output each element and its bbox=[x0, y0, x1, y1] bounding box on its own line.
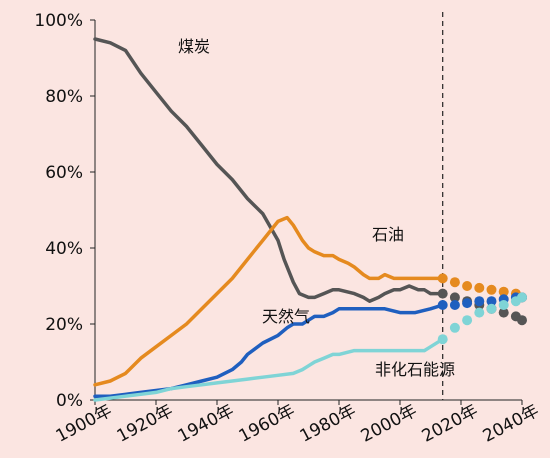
projection-point bbox=[486, 303, 497, 314]
projection-point bbox=[498, 307, 509, 318]
y-tick-labels: 0% 20% 40% 60% 80% 100% bbox=[34, 11, 95, 411]
series-label: 非化石能源 bbox=[375, 360, 455, 379]
projection-point bbox=[462, 298, 473, 309]
projection-point bbox=[437, 288, 448, 299]
projection-point bbox=[486, 284, 497, 295]
projection-point bbox=[449, 277, 460, 288]
projection-point bbox=[486, 296, 497, 307]
axes bbox=[94, 20, 522, 401]
projection-point bbox=[474, 282, 485, 293]
y-tick-label: 100% bbox=[34, 11, 83, 31]
x-tick-label: 1940年 bbox=[175, 401, 238, 447]
projection-point bbox=[437, 334, 448, 345]
series-line bbox=[93, 337, 445, 402]
series-line bbox=[93, 215, 445, 387]
projection-point bbox=[437, 273, 448, 284]
projection-point bbox=[437, 300, 448, 310]
projection-point bbox=[449, 292, 460, 303]
x-tick-label: 2000年 bbox=[358, 401, 421, 447]
projection-point bbox=[449, 322, 460, 333]
y-tick-label: 80% bbox=[45, 87, 83, 107]
series-label: 天然气 bbox=[262, 307, 310, 326]
projection-point bbox=[517, 292, 527, 303]
y-tick-label: 0% bbox=[56, 391, 83, 411]
x-tick-label: 1980年 bbox=[297, 401, 360, 447]
x-tick-label: 1960年 bbox=[236, 401, 299, 447]
projection-point bbox=[462, 315, 473, 326]
projection-point bbox=[498, 286, 509, 297]
series-line bbox=[93, 37, 445, 303]
y-tick-label: 20% bbox=[45, 315, 83, 335]
projection-point bbox=[474, 307, 485, 318]
y-tick-label: 40% bbox=[45, 239, 83, 259]
projection-point bbox=[462, 281, 473, 291]
projection-point bbox=[498, 300, 509, 310]
series-label: 石油 bbox=[372, 225, 404, 244]
y-tick-label: 60% bbox=[45, 163, 83, 183]
series-lines bbox=[93, 37, 527, 402]
x-tick-label: 2040年 bbox=[480, 401, 543, 447]
projection-point bbox=[517, 315, 527, 326]
projection-point bbox=[474, 296, 485, 307]
series-label: 煤炭 bbox=[178, 37, 210, 56]
projection-point bbox=[449, 300, 460, 310]
x-tick-label: 1920年 bbox=[114, 401, 177, 447]
x-tick-label: 2020年 bbox=[419, 401, 482, 447]
